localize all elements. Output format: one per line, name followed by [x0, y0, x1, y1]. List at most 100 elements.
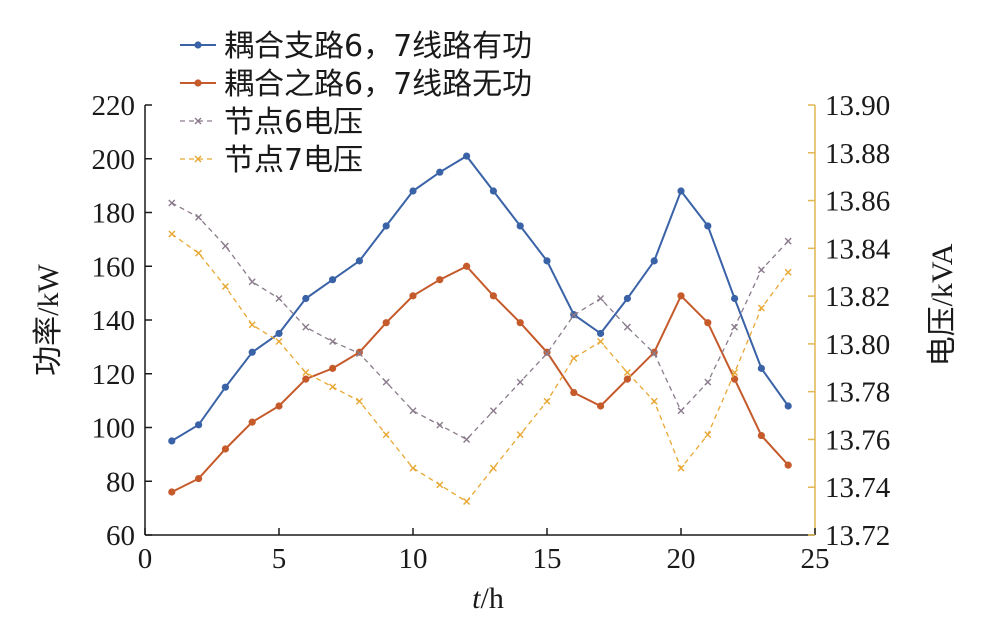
legend-marker [194, 155, 202, 163]
series-3-point [570, 311, 578, 319]
legend-item: 节点7电压 [180, 143, 363, 178]
x-tick-label: 25 [801, 543, 830, 575]
legend-marker [194, 41, 202, 49]
x-tick-label: 15 [533, 543, 562, 575]
series-1-point [329, 276, 337, 284]
series-1-point [463, 152, 471, 160]
series-2-point [650, 348, 658, 356]
series-3-point [623, 323, 631, 331]
left-y-ticks: 60 80 100 120 140 160 180 200 220 [92, 90, 152, 552]
legend-item: 节点6电压 [180, 105, 363, 140]
series-2-point [221, 445, 229, 453]
series-4-point [677, 464, 685, 472]
series-4-point [516, 431, 524, 439]
series-1-point [302, 294, 310, 303]
series-2-point [463, 262, 471, 270]
series-2-point [516, 319, 524, 327]
series-1-point [168, 437, 176, 445]
left-y-tick-label: 220 [92, 90, 136, 122]
series-1-point [516, 222, 524, 230]
series-1-point [677, 187, 685, 195]
series-4-point [329, 383, 337, 391]
series-2-point [597, 402, 605, 410]
right-y-axis-title: 电压/kVA [926, 243, 959, 366]
series-line-3 [171, 202, 789, 441]
series-2-point [382, 319, 390, 327]
series-2-point [489, 292, 497, 300]
legend-label: 耦合之路6，7线路无功 [224, 67, 532, 102]
series-1-point [248, 348, 256, 356]
series-1-point [221, 383, 229, 391]
series-4-point [543, 397, 551, 405]
x-ticks: 0 5 10 15 20 25 [138, 528, 830, 575]
series-4-point [704, 431, 712, 439]
series-3-point [195, 213, 203, 221]
right-y-tick-label: 13.76 [825, 424, 890, 456]
series-3-point [329, 338, 337, 345]
series-2-point [409, 292, 417, 300]
series-3-point [516, 378, 524, 386]
legend-marker [194, 79, 202, 87]
left-y-tick-label: 140 [92, 305, 136, 337]
series-1-point [543, 257, 551, 265]
series-4-point [221, 283, 229, 291]
left-y-axis-title: 功率/kW [32, 263, 65, 375]
series-4-point [650, 397, 658, 405]
legend-item: 耦合之路6，7线路无功 [180, 67, 532, 102]
series-3-point [489, 407, 497, 415]
right-y-tick-label: 13.88 [825, 138, 890, 170]
series-3-point [382, 378, 390, 386]
series-4-point [382, 431, 390, 439]
series-3-point [248, 278, 256, 286]
right-y-tick-label: 13.84 [825, 233, 891, 265]
series-4-point [302, 369, 310, 377]
series-2-point [168, 488, 176, 496]
right-y-tick-label: 13.78 [825, 377, 890, 409]
x-axis-title: t/h [472, 582, 504, 615]
right-y-tick-label: 13.74 [825, 472, 891, 504]
series-4-point [409, 464, 417, 472]
legend-marker [194, 117, 202, 125]
left-y-tick-label: 80 [106, 466, 135, 498]
series-2-point [623, 375, 632, 383]
series-3-point [677, 407, 685, 415]
series-2-point [302, 375, 310, 383]
x-tick-label: 20 [667, 543, 696, 575]
series-2-point [757, 431, 766, 440]
series-4-point [355, 397, 363, 405]
series-4-point [489, 464, 497, 472]
x-axis-title-var: t [472, 582, 481, 615]
series-2-point [570, 388, 578, 397]
series-1-point [355, 257, 363, 265]
series-2-point [355, 348, 363, 356]
series-1-point [382, 222, 390, 230]
series-3-point [784, 237, 792, 245]
series-1-point [704, 222, 712, 230]
x-axis-title-unit: /h [481, 582, 504, 615]
right-y-tick-label: 13.72 [825, 520, 890, 552]
series-1-point [731, 294, 739, 303]
right-y-ticks: 13.72 13.74 13.76 13.78 13.80 13.82 13.84 13.86… [808, 90, 891, 552]
series-1-point [623, 294, 632, 303]
right-y-tick-label: 13.82 [825, 281, 890, 313]
series-line-1 [171, 154, 790, 442]
series-1-point [489, 187, 497, 195]
legend-label: 耦合支路6，7线路有功 [224, 29, 532, 64]
series-4-point [168, 230, 176, 238]
series-3-point [650, 349, 658, 357]
series-3-point [355, 349, 363, 357]
series-layer [168, 152, 792, 506]
right-y-tick-label: 13.80 [825, 329, 890, 361]
series-line-2 [171, 265, 789, 493]
series-1-point [195, 421, 203, 429]
series-3-point [275, 295, 283, 302]
right-y-tick-label: 13.90 [825, 90, 890, 122]
series-2-point [329, 364, 337, 372]
series-3-point [704, 378, 712, 386]
left-y-tick-label: 200 [92, 144, 136, 176]
series-2-point [195, 474, 203, 483]
series-1-point [275, 329, 283, 338]
